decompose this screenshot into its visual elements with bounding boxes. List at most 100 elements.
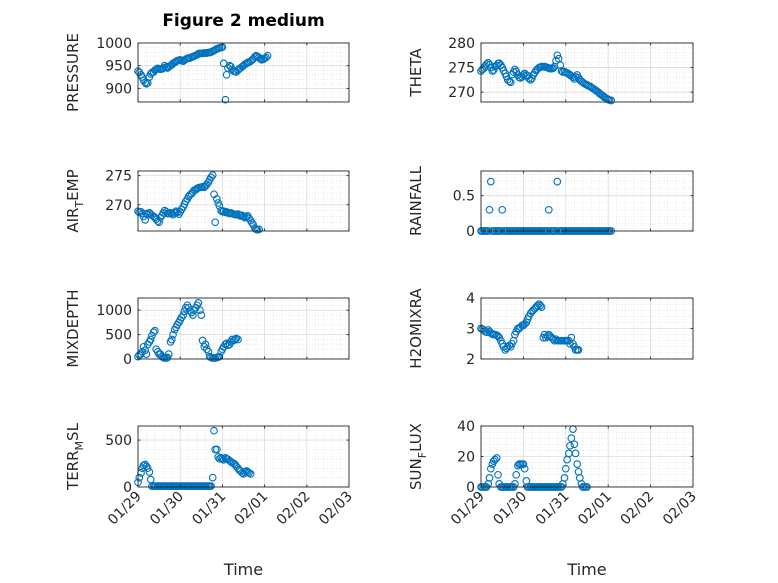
y-tick-label: 0 <box>466 480 475 496</box>
x-tick-label: 01/30 <box>147 489 187 529</box>
y-tick-label: 0 <box>466 224 475 240</box>
data-series <box>477 51 616 105</box>
data-point <box>486 177 495 186</box>
y-tick-label: 20 <box>457 450 475 466</box>
data-point <box>208 171 217 179</box>
data-point <box>544 205 553 214</box>
axes-box <box>137 42 350 103</box>
data-point <box>488 67 497 75</box>
chart-mid-upper-right: 0 0.5 RAINFALL <box>407 165 694 240</box>
data-point <box>155 218 163 227</box>
x-tick-label: 01/30 <box>490 489 530 529</box>
data-point <box>537 303 546 311</box>
data-point <box>533 301 542 310</box>
axes-box <box>137 425 350 488</box>
y-axis-label: H2OMIXRA <box>407 288 425 369</box>
y-tick-label: 40 <box>457 419 475 435</box>
data-point <box>492 454 501 462</box>
data-point <box>550 336 559 345</box>
data-point <box>566 441 574 450</box>
data-point <box>228 335 236 344</box>
data-point <box>536 301 545 310</box>
y-tick-label: 280 <box>448 36 475 52</box>
data-point <box>519 71 528 79</box>
data-point <box>256 55 265 63</box>
y-axis-label: TERRMSL <box>64 422 86 491</box>
data-point <box>164 350 173 358</box>
data-point <box>561 464 570 473</box>
axes-box <box>480 42 694 103</box>
data-point <box>232 334 241 343</box>
chart-bottom-left: 01/29 01/30 01/31 02/01 02/02 02/030500TERRMS… <box>64 422 356 579</box>
y-tick-label: 1000 <box>96 303 132 319</box>
data-point <box>169 330 177 339</box>
data-point <box>210 426 218 435</box>
data-point <box>549 64 557 72</box>
x-tick-label: 02/01 <box>232 489 272 529</box>
data-point <box>177 313 186 322</box>
data-point <box>567 434 576 443</box>
data-point <box>179 311 188 319</box>
data-point <box>560 474 569 482</box>
data-point <box>262 53 270 62</box>
data-point <box>553 177 562 186</box>
data-point <box>239 212 248 221</box>
data-point <box>255 225 263 234</box>
chart-bottom-right: 01/29 01/30 01/31 02/01 02/02 02/0302040SUNFL… <box>407 419 700 579</box>
chart-mid-lower-left: 0 500 1000 MIXDEPTH <box>64 289 350 368</box>
data-point <box>197 311 206 319</box>
data-point <box>151 326 159 335</box>
data-series <box>134 43 272 104</box>
y-tick-label: 950 <box>105 59 132 75</box>
data-point <box>135 473 144 482</box>
y-axis-label: PRESSURE <box>64 33 82 112</box>
data-point <box>201 340 210 349</box>
axes-box <box>137 297 350 360</box>
data-point <box>486 464 495 473</box>
data-point <box>573 460 582 468</box>
y-tick-label: 0.5 <box>453 189 475 205</box>
data-point <box>208 473 217 482</box>
data-point <box>215 202 224 210</box>
data-point <box>142 209 151 218</box>
data-point <box>505 77 514 86</box>
y-axis-label: MIXDEPTH <box>64 289 82 367</box>
data-point <box>512 470 521 479</box>
data-point <box>189 311 197 319</box>
chart-mid-upper-left: 270 275 AIRTEMP <box>64 169 350 234</box>
data-point <box>142 350 151 358</box>
data-point <box>196 306 204 315</box>
y-tick-label: 3 <box>466 322 475 338</box>
data-point <box>213 195 221 203</box>
figure-title: Figure 2 medium <box>162 11 325 31</box>
data-point <box>146 335 155 344</box>
data-point <box>571 449 580 458</box>
data-point <box>494 470 502 479</box>
data-point <box>492 331 501 340</box>
data-point <box>245 469 253 477</box>
data-point <box>549 335 557 344</box>
chart-top-left: 900 950 1000 PRESSURE <box>64 33 350 112</box>
y-axis-label: THETA <box>407 48 425 98</box>
data-point <box>142 79 151 88</box>
x-tick-label: 01/31 <box>189 489 229 529</box>
data-point <box>238 211 247 220</box>
data-point <box>485 205 494 214</box>
y-tick-label: 500 <box>105 328 132 344</box>
data-point <box>485 474 494 482</box>
data-point <box>519 460 528 468</box>
data-point <box>167 335 176 344</box>
x-axis-label: Time <box>223 560 263 579</box>
data-point <box>574 346 583 354</box>
data-point <box>246 57 255 66</box>
x-tick-label: 02/02 <box>618 489 658 529</box>
plot-area <box>481 171 693 231</box>
y-tick-label: 275 <box>448 61 475 77</box>
y-tick-label: 0 <box>123 480 132 496</box>
data-point <box>528 74 536 83</box>
plot-area <box>138 43 349 102</box>
data-point <box>506 78 515 87</box>
y-tick-label: 0 <box>123 352 132 368</box>
data-series <box>134 426 255 490</box>
